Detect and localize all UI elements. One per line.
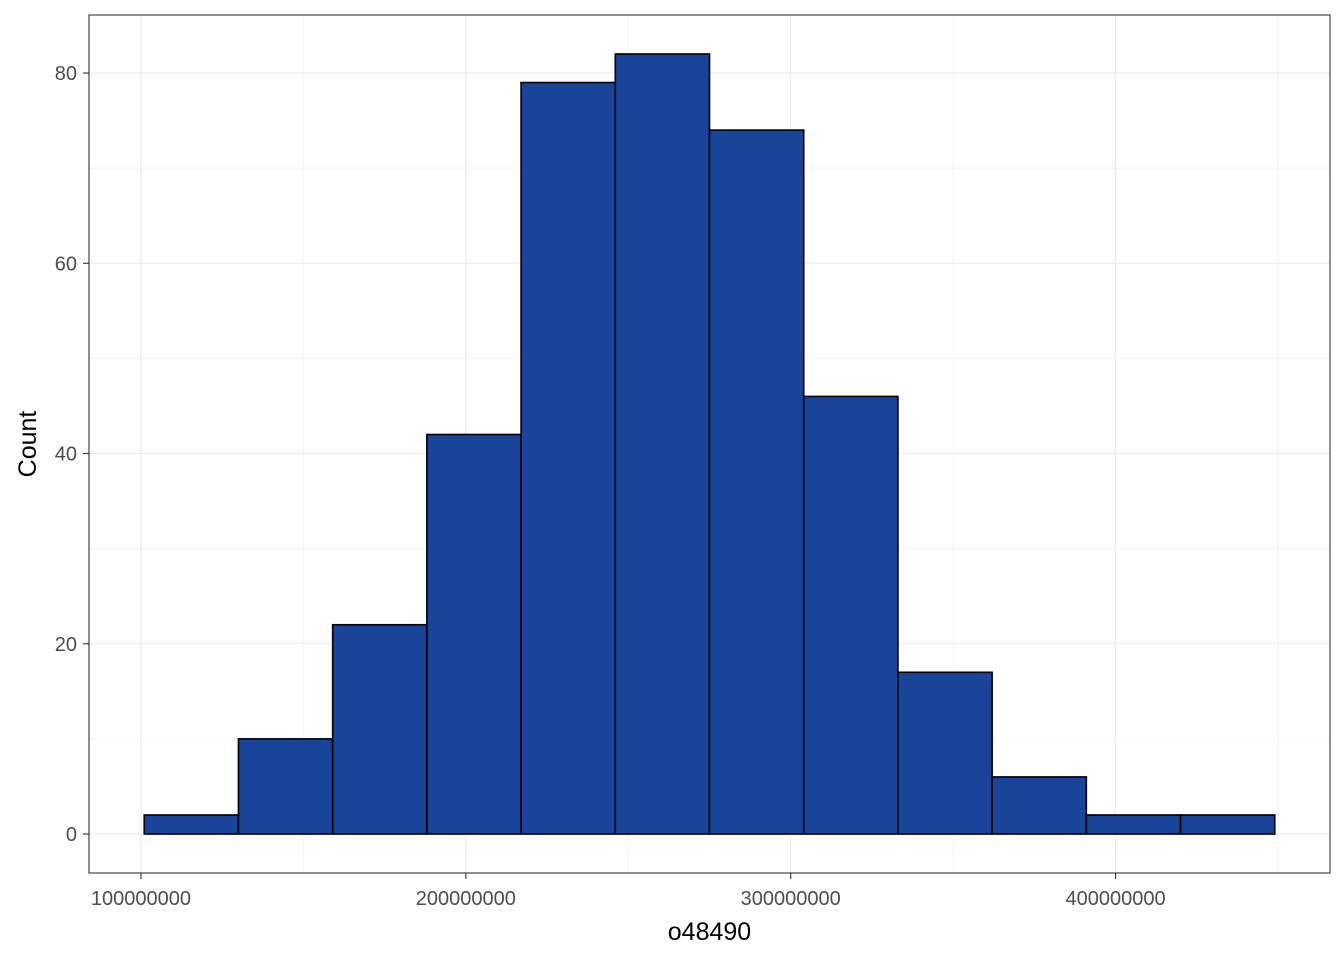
histogram-bar [426, 433, 522, 835]
x-tick-label: 100000000 [91, 888, 191, 910]
histogram-bar [237, 738, 334, 835]
histogram-bar [991, 776, 1088, 835]
panel-border [88, 14, 1331, 874]
histogram-bar [708, 129, 805, 835]
x-tick-label: 300000000 [741, 888, 841, 910]
histogram-bar [331, 623, 428, 835]
histogram-bar [520, 81, 617, 835]
histogram-bar [802, 395, 899, 835]
y-tick-label: 20 [55, 634, 77, 656]
y-axis: 0 20 40 60 80 [55, 63, 89, 846]
y-tick-label: 60 [55, 253, 77, 275]
y-axis-title: Count [14, 411, 42, 478]
x-tick-label: 200000000 [416, 888, 516, 910]
histogram-bar [1179, 814, 1276, 835]
histogram-bar [897, 671, 993, 835]
histogram-bars [143, 53, 1276, 835]
histogram-bar [1085, 814, 1182, 835]
x-axis-title: o48490 [668, 918, 751, 946]
x-axis: 100000000 200000000 300000000 400000000 [91, 873, 1166, 910]
y-tick-label: 80 [55, 63, 77, 85]
y-tick-label: 0 [66, 824, 77, 846]
histogram-bar [143, 814, 240, 835]
x-tick-label: 400000000 [1066, 888, 1166, 910]
histogram-bar [614, 53, 711, 835]
y-tick-label: 40 [55, 444, 77, 466]
